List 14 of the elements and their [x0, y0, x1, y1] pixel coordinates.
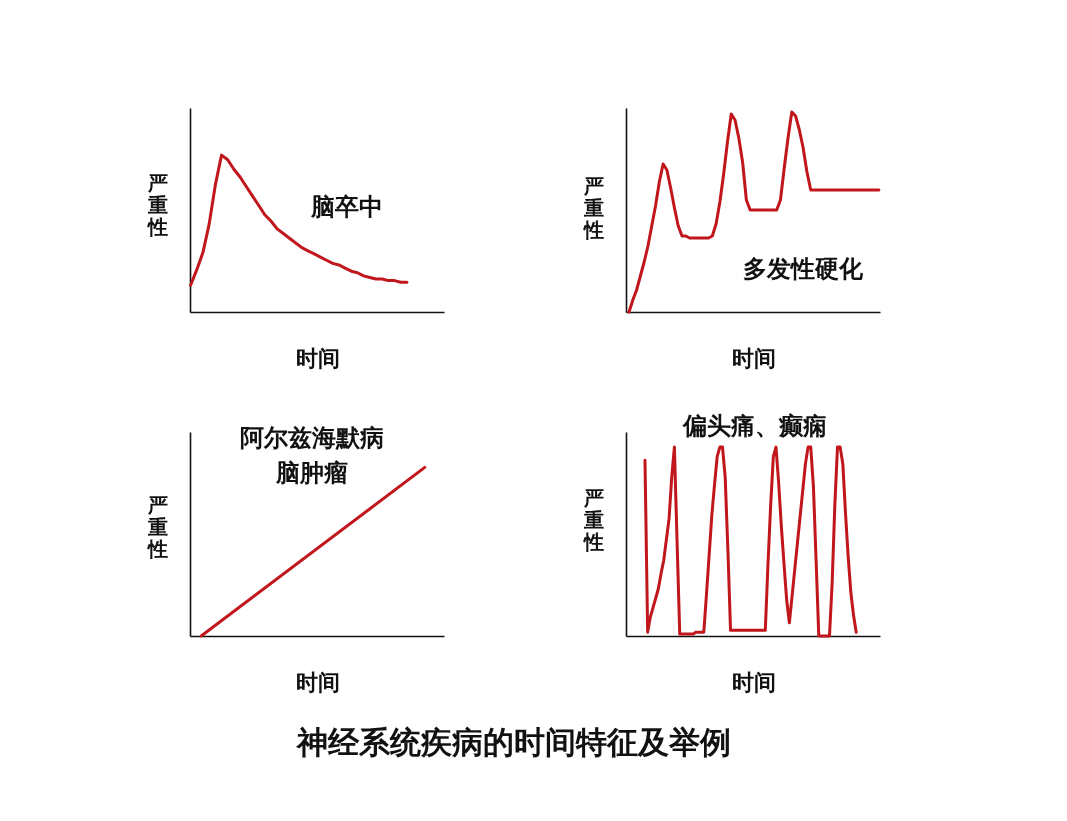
- x-axis-title: 时间: [295, 669, 340, 695]
- text: 偏头痛、癫痫: [682, 412, 827, 440]
- x-axis-title: 时间: [295, 345, 340, 371]
- x-axis-title: 时间: [731, 345, 776, 371]
- y-axis-title: 严重性: [581, 485, 604, 554]
- text: 神经系统疾病的时间特征及举例: [294, 724, 731, 760]
- annotation: 脑卒中: [310, 193, 383, 221]
- y-axis-title: 严重性: [145, 170, 168, 239]
- annotation: 多发性硬化: [743, 255, 864, 283]
- annotation: 脑肿瘤: [275, 459, 348, 487]
- text: 阿尔兹海默病: [240, 424, 384, 452]
- x-axis-title: 时间: [731, 669, 776, 695]
- y-axis-title: 严重性: [581, 173, 604, 242]
- y-axis-title: 严重性: [145, 492, 168, 561]
